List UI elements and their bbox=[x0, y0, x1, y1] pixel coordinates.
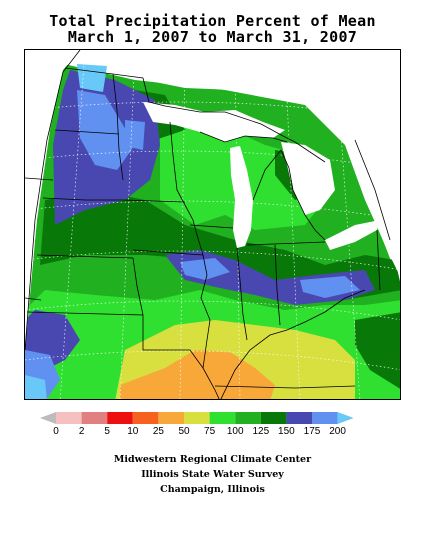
legend-tick-100: 100 bbox=[226, 426, 244, 437]
outside-right bbox=[370, 210, 400, 276]
map-title-line1: Total Precipitation Percent of Mean bbox=[49, 12, 376, 30]
legend-tick-labels: 0 2 5 10 25 50 75 100 125 150 175 200 bbox=[0, 426, 425, 440]
state-line-mn-wi bbox=[169, 121, 186, 206]
legend-bin-8 bbox=[209, 412, 236, 424]
legend-tick-10: 10 bbox=[127, 426, 139, 437]
field-75-100-wi-spot bbox=[189, 175, 203, 192]
state-line-ks-mo bbox=[132, 257, 144, 316]
map-frame bbox=[24, 49, 401, 400]
lake-erie bbox=[325, 220, 380, 250]
michigan-lower bbox=[252, 149, 326, 241]
state-line-ky-tn bbox=[214, 385, 356, 389]
ohio-river bbox=[220, 289, 366, 399]
legend-bin-10 bbox=[260, 412, 287, 424]
field-175-200-nw bbox=[77, 90, 135, 170]
state-line-oh-pa bbox=[376, 229, 381, 291]
lat-lon-grid bbox=[25, 50, 400, 399]
precipitation-map bbox=[25, 50, 400, 399]
state-line-mo-ar bbox=[142, 315, 204, 369]
legend-bin-12 bbox=[312, 412, 338, 424]
legend-colorbar bbox=[40, 412, 354, 424]
field-175-200-dakota bbox=[125, 120, 145, 150]
projection-edge-left bbox=[25, 50, 81, 351]
legend-tick-175: 175 bbox=[303, 426, 321, 437]
lake-superior bbox=[143, 102, 285, 142]
legend-tick-50: 50 bbox=[178, 426, 190, 437]
legend-tick-0: 0 bbox=[53, 426, 59, 437]
legend-tick-2: 2 bbox=[78, 426, 85, 437]
outside-top bbox=[80, 50, 400, 228]
state-line-mn-ia bbox=[122, 199, 186, 203]
legend-tick-25: 25 bbox=[152, 426, 164, 437]
legend-bin-11 bbox=[286, 412, 312, 424]
us-canada-border bbox=[64, 67, 326, 163]
credit-line2: Illinois State Water Survey bbox=[141, 469, 284, 480]
legend-tick-75: 75 bbox=[204, 426, 216, 437]
political-boundaries bbox=[25, 50, 391, 399]
legend-bin-6 bbox=[158, 412, 184, 424]
legend-bin-7 bbox=[184, 412, 210, 424]
legend-tick-5: 5 bbox=[104, 426, 110, 437]
credit-line3: Champaign, Illinois bbox=[160, 484, 265, 495]
state-line-wi-il bbox=[189, 224, 234, 229]
field-175-200-band2 bbox=[300, 276, 360, 298]
mississippi-river bbox=[184, 204, 220, 399]
state-line-nd-mn bbox=[112, 73, 124, 181]
legend-bin-9 bbox=[235, 412, 261, 424]
state-line-in-oh bbox=[274, 244, 281, 326]
upper-peninsula bbox=[199, 131, 288, 143]
state-line-mt-wy bbox=[25, 177, 54, 181]
lake-huron bbox=[281, 142, 335, 215]
water-and-outside bbox=[25, 50, 400, 350]
credit-line1: Midwestern Regional Climate Center bbox=[113, 454, 312, 465]
legend-bin-13 bbox=[337, 412, 354, 424]
state-line-il-in bbox=[236, 247, 248, 341]
state-line-ia-mo bbox=[132, 249, 204, 256]
field-175-200-band bbox=[180, 258, 230, 280]
projection-edge-right bbox=[354, 139, 391, 241]
field-125-150-south bbox=[355, 312, 400, 389]
field-gt200-sw bbox=[25, 375, 47, 399]
map-title-line2: March 1, 2007 to March 31, 2007 bbox=[67, 28, 358, 46]
legend-bin-4 bbox=[107, 412, 133, 424]
legend-bin-3 bbox=[81, 412, 108, 424]
legend-bin-2 bbox=[56, 412, 82, 424]
state-line-co bbox=[25, 297, 42, 301]
legend-bin-5 bbox=[132, 412, 159, 424]
state-line-sd-ne bbox=[42, 197, 123, 201]
legend-bin-1 bbox=[40, 412, 56, 424]
state-line-ks-ok bbox=[26, 311, 144, 316]
field-125-150-west bbox=[40, 190, 400, 300]
state-line-nd-sd bbox=[54, 129, 120, 135]
outside-left bbox=[25, 50, 80, 350]
field-gt200-nw bbox=[77, 64, 107, 92]
state-line-ne-ks bbox=[36, 254, 134, 259]
legend-tick-125: 125 bbox=[252, 426, 270, 437]
legend-tick-200: 200 bbox=[329, 426, 346, 437]
state-line-mi-in-oh bbox=[246, 241, 326, 246]
legend-tick-150: 150 bbox=[278, 426, 295, 437]
lake-michigan bbox=[230, 146, 253, 248]
